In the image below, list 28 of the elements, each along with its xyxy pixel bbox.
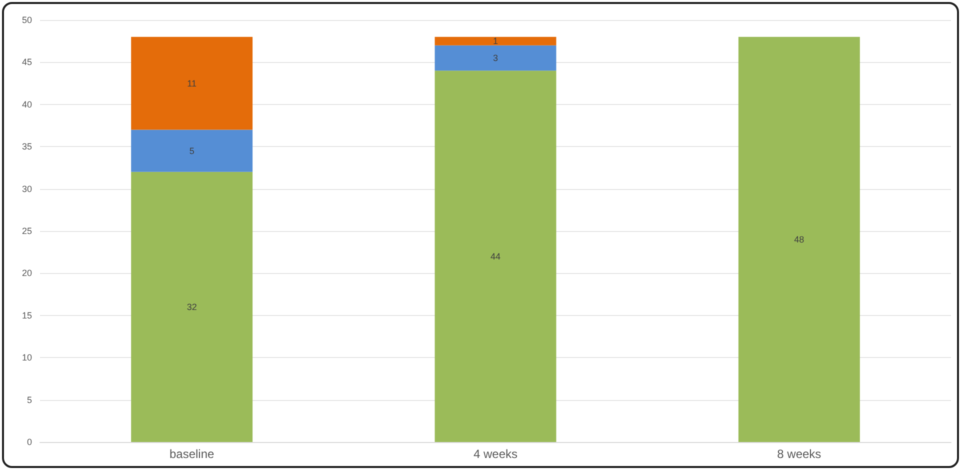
bar <box>434 36 556 46</box>
y-tick-label: 5 <box>26 394 32 405</box>
bar <box>131 172 253 442</box>
y-tick-label: 20 <box>22 268 32 278</box>
y-tick-label: 15 <box>22 310 32 320</box>
bar <box>434 45 556 71</box>
x-tick-label: 8 weeks <box>777 447 822 461</box>
y-tick-label: 50 <box>22 15 32 25</box>
bar <box>434 70 556 442</box>
bar <box>738 36 860 442</box>
bar <box>131 130 253 172</box>
y-tick-label: 45 <box>22 57 32 68</box>
data-label: 44 <box>490 251 501 262</box>
x-tick-label: baseline <box>169 447 215 461</box>
y-tick-label: 10 <box>22 352 32 363</box>
data-label: 48 <box>794 234 804 244</box>
y-tick-label: 0 <box>26 437 32 447</box>
data-label: 3 <box>492 52 498 63</box>
y-tick-label: 40 <box>22 99 32 110</box>
x-tick-label: 4 weeks <box>473 447 518 461</box>
bar <box>131 36 253 130</box>
y-tick-label: 30 <box>22 184 32 194</box>
y-tick-label: 25 <box>22 226 32 236</box>
data-label: 1 <box>492 36 498 46</box>
data-label: 5 <box>189 146 194 156</box>
data-label: 11 <box>187 78 197 88</box>
data-label: 32 <box>186 302 197 312</box>
y-tick-label: 35 <box>22 142 32 152</box>
